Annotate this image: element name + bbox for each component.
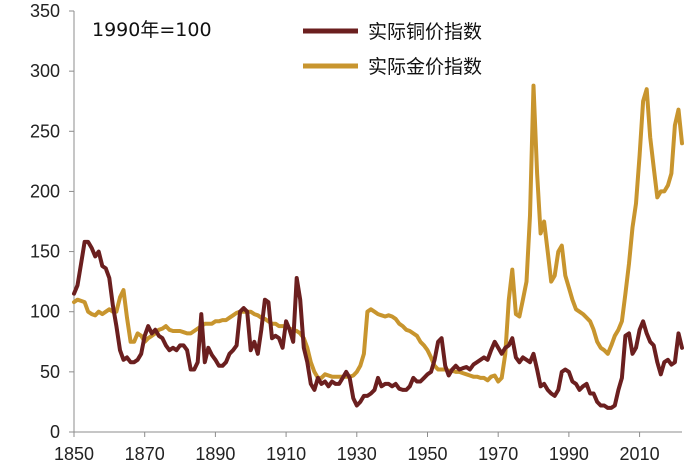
- x-tick-label: 1850: [54, 444, 94, 464]
- x-tick-label: 1910: [266, 444, 306, 464]
- y-tick-label: 0: [50, 422, 60, 442]
- y-tick-label: 250: [30, 121, 60, 141]
- series-line-0: [72, 239, 684, 410]
- legend-label-0: 实际铜价指数: [368, 21, 482, 43]
- y-tick-label: 50: [40, 362, 60, 382]
- y-tick-label: 300: [30, 61, 60, 81]
- series-lines: [72, 83, 684, 410]
- tick-labels: 0 50 100 150 200 250 300 350 1850 1870 1890 1910 193…: [30, 1, 660, 464]
- base-year-annotation: 1990年=100: [92, 19, 212, 41]
- x-tick-label: 1990: [549, 444, 589, 464]
- y-tick-label: 350: [30, 1, 60, 21]
- axes: [69, 10, 682, 437]
- x-tick-label: 1890: [195, 444, 235, 464]
- x-tick-label: 1950: [407, 444, 447, 464]
- x-tick-label: 2010: [620, 444, 660, 464]
- y-tick-label: 100: [30, 302, 60, 322]
- x-tick-label: 1970: [478, 444, 518, 464]
- y-tick-label: 200: [30, 181, 60, 201]
- series-line-1: [72, 83, 684, 384]
- y-tick-label: 150: [30, 242, 60, 262]
- legend-label-1: 实际金价指数: [368, 56, 482, 78]
- x-tick-label: 1870: [125, 444, 165, 464]
- x-tick-label: 1930: [337, 444, 377, 464]
